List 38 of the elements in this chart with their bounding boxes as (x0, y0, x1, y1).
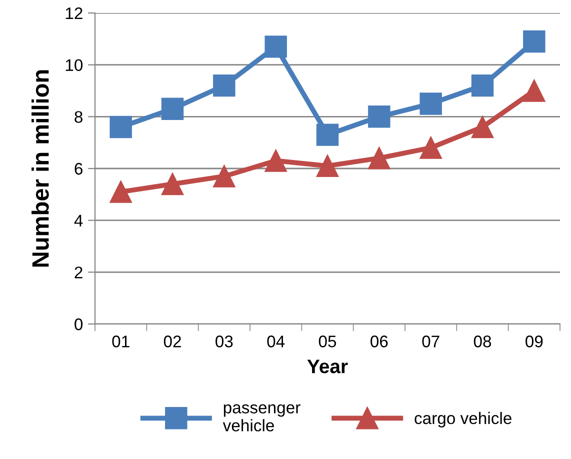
point (110, 180, 132, 203)
x-tick-label: 09 (526, 336, 543, 348)
point (420, 92, 442, 115)
point (368, 147, 390, 170)
point (264, 36, 287, 58)
y-tick-label: 10 (66, 59, 83, 72)
point (471, 116, 494, 138)
x-tick-label: 08 (474, 336, 492, 348)
point (316, 154, 339, 178)
point (213, 165, 236, 188)
x-axis-title: Year (307, 360, 348, 374)
point (264, 150, 287, 172)
point (161, 98, 184, 120)
legend-label: passenger vehicle (222, 404, 300, 432)
x-tick-label: 03 (216, 336, 233, 348)
point (420, 136, 442, 159)
x-tick-label: 06 (370, 336, 388, 348)
y-axis-title: Number in million (32, 70, 49, 267)
point (161, 172, 184, 196)
x-tick-label: 05 (318, 336, 336, 348)
point (110, 116, 132, 138)
y-tick-label: 12 (66, 7, 82, 20)
x-tick-label: 07 (422, 336, 440, 348)
point (523, 30, 546, 53)
point (471, 74, 494, 97)
y-tick-label: 6 (74, 162, 82, 175)
x-tick-label: 04 (267, 336, 285, 348)
y-tick-label: 2 (74, 266, 82, 278)
point (368, 106, 390, 128)
x-tick-label: 01 (112, 336, 130, 348)
point (213, 74, 236, 97)
point (523, 80, 546, 102)
x-tick-label: 02 (164, 336, 181, 348)
y-tick-label: 8 (74, 111, 82, 123)
y-tick-label: 0 (74, 318, 83, 330)
y-tick-label: 4 (74, 214, 83, 226)
point (316, 124, 339, 146)
legend-label: cargo vehicle (414, 412, 512, 428)
